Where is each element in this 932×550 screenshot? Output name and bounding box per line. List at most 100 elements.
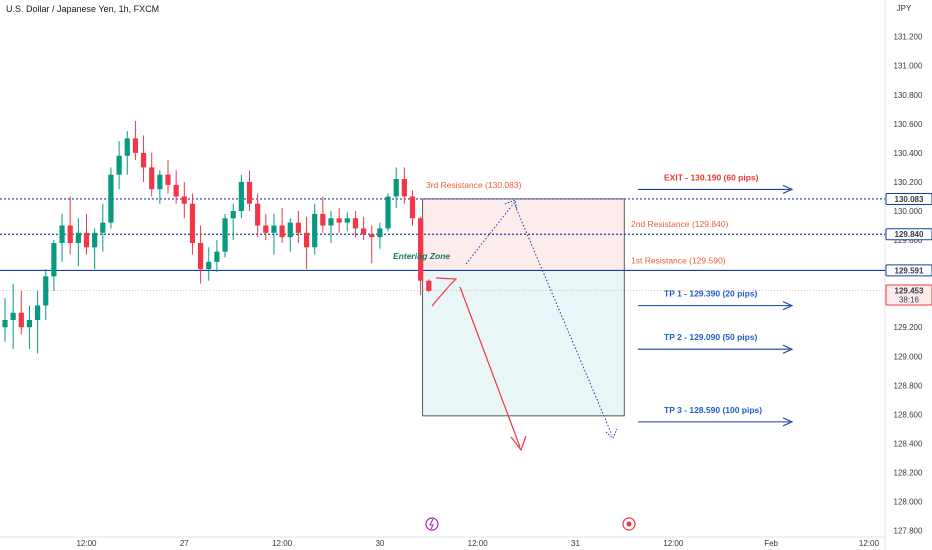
currency-label: JPY: [897, 4, 912, 13]
y-tick-label: 130.800: [894, 91, 923, 100]
y-tick-label: 129.800: [894, 236, 923, 245]
y-tick-label: 131.000: [894, 62, 923, 71]
candle-body: [320, 213, 326, 226]
price-tag-label: 129.840: [895, 230, 924, 239]
candle-body: [2, 319, 8, 328]
y-tick-label: 128.600: [894, 410, 923, 419]
y-tick-label: 128.200: [894, 469, 923, 478]
projection-blue-up-head: [504, 199, 518, 211]
y-tick-label: 128.400: [894, 439, 923, 448]
y-tick-label: 131.200: [894, 33, 923, 42]
y-tick-label: 129.000: [894, 352, 923, 361]
x-tick-label: 12:00: [272, 539, 293, 548]
event-dot-center: [626, 521, 632, 527]
candle-body: [295, 222, 301, 233]
target-arrow-head: [782, 417, 794, 427]
resistance-label: 1st Resistance (129.590): [631, 256, 726, 266]
candle-body: [43, 276, 49, 306]
candle-body: [59, 225, 65, 243]
projection-red-down: [459, 286, 521, 448]
candle-body: [83, 232, 90, 248]
candle-body: [116, 155, 122, 175]
y-tick-label: 128.800: [894, 381, 923, 390]
target-arrow-head: [782, 344, 794, 354]
candle-body: [352, 218, 359, 229]
event-lightning-icon: [425, 517, 439, 531]
candle-body: [132, 138, 138, 153]
projection-red-up: [431, 285, 450, 307]
candle-body: [149, 167, 155, 190]
candle-body: [361, 228, 367, 235]
candle-body: [140, 152, 147, 168]
target-label: TP 3 - 128.590 (100 pips): [664, 405, 762, 415]
y-tick-label: 129.200: [894, 323, 923, 332]
target-arrow-head: [782, 301, 794, 311]
candle-body: [10, 312, 16, 320]
projection-blue-path: [465, 202, 613, 436]
candle-body: [369, 234, 375, 238]
candle-body: [287, 222, 293, 238]
y-tick-label: 127.800: [894, 527, 923, 536]
candle-body: [303, 232, 310, 248]
candle-body: [279, 225, 285, 238]
y-tick-label: 130.000: [894, 207, 923, 216]
candle-body: [230, 211, 236, 219]
candle-body: [173, 184, 179, 197]
candle-body: [271, 225, 277, 233]
profit-zone: [422, 270, 625, 417]
candle-body: [344, 218, 350, 223]
candle-body: [336, 218, 342, 223]
candle-body: [312, 213, 318, 248]
x-tick-label: 12:00: [76, 539, 97, 548]
candle-body: [426, 280, 432, 291]
candle-body: [385, 196, 391, 229]
candle-body: [222, 218, 228, 252]
entering-zone-label: Entering Zone: [393, 251, 450, 261]
y-tick-label: 130.600: [894, 120, 923, 129]
candle-body: [67, 225, 73, 243]
projection-red-up-head: [435, 277, 458, 287]
candle-body: [401, 179, 407, 197]
candle-body: [255, 203, 261, 226]
candle-body: [377, 228, 383, 238]
lightning-glyph: [429, 518, 434, 530]
resistance-label: 3rd Resistance (130.083): [426, 180, 522, 190]
candle-body: [393, 179, 399, 197]
x-tick-label: 31: [571, 539, 580, 548]
price-tag: [885, 192, 932, 205]
candle-body: [75, 232, 81, 243]
candle-body: [328, 218, 334, 226]
candle-body: [263, 225, 269, 233]
projection-red-down-head: [510, 435, 527, 452]
price-tag: [885, 264, 932, 277]
candle-body: [198, 242, 204, 270]
candle-body: [92, 232, 98, 248]
resistance-label: 2nd Resistance (129.840): [631, 219, 729, 229]
candle-body: [157, 174, 163, 190]
x-tick-label: 27: [180, 539, 189, 548]
x-tick-label: 12:00: [663, 539, 684, 548]
candle-body: [246, 181, 253, 204]
price-tag-label: 129.591: [895, 266, 924, 275]
candle-body: [18, 312, 24, 328]
price-tag-label: 130.083: [895, 195, 924, 204]
x-tick-label: 30: [375, 539, 384, 548]
target-arrow-head: [782, 184, 794, 194]
y-tick-label: 130.400: [894, 149, 923, 158]
y-tick-label: 128.000: [894, 498, 923, 507]
projection-blue-down-head: [605, 428, 618, 439]
countdown-label: 38:16: [899, 295, 920, 304]
target-label: TP 2 - 129.090 (50 pips): [664, 332, 758, 342]
candle-body: [51, 242, 57, 277]
x-tick-label: Feb: [764, 539, 778, 548]
candle-body: [189, 203, 196, 243]
candle-body: [409, 196, 416, 219]
price-tag-label: 129.453: [895, 286, 924, 295]
candle-body: [206, 261, 212, 270]
candle-body: [214, 251, 220, 262]
x-tick-label: 12:00: [859, 539, 880, 548]
candle-body: [418, 218, 424, 281]
candle-body: [238, 181, 244, 211]
candle-body: [35, 305, 41, 320]
